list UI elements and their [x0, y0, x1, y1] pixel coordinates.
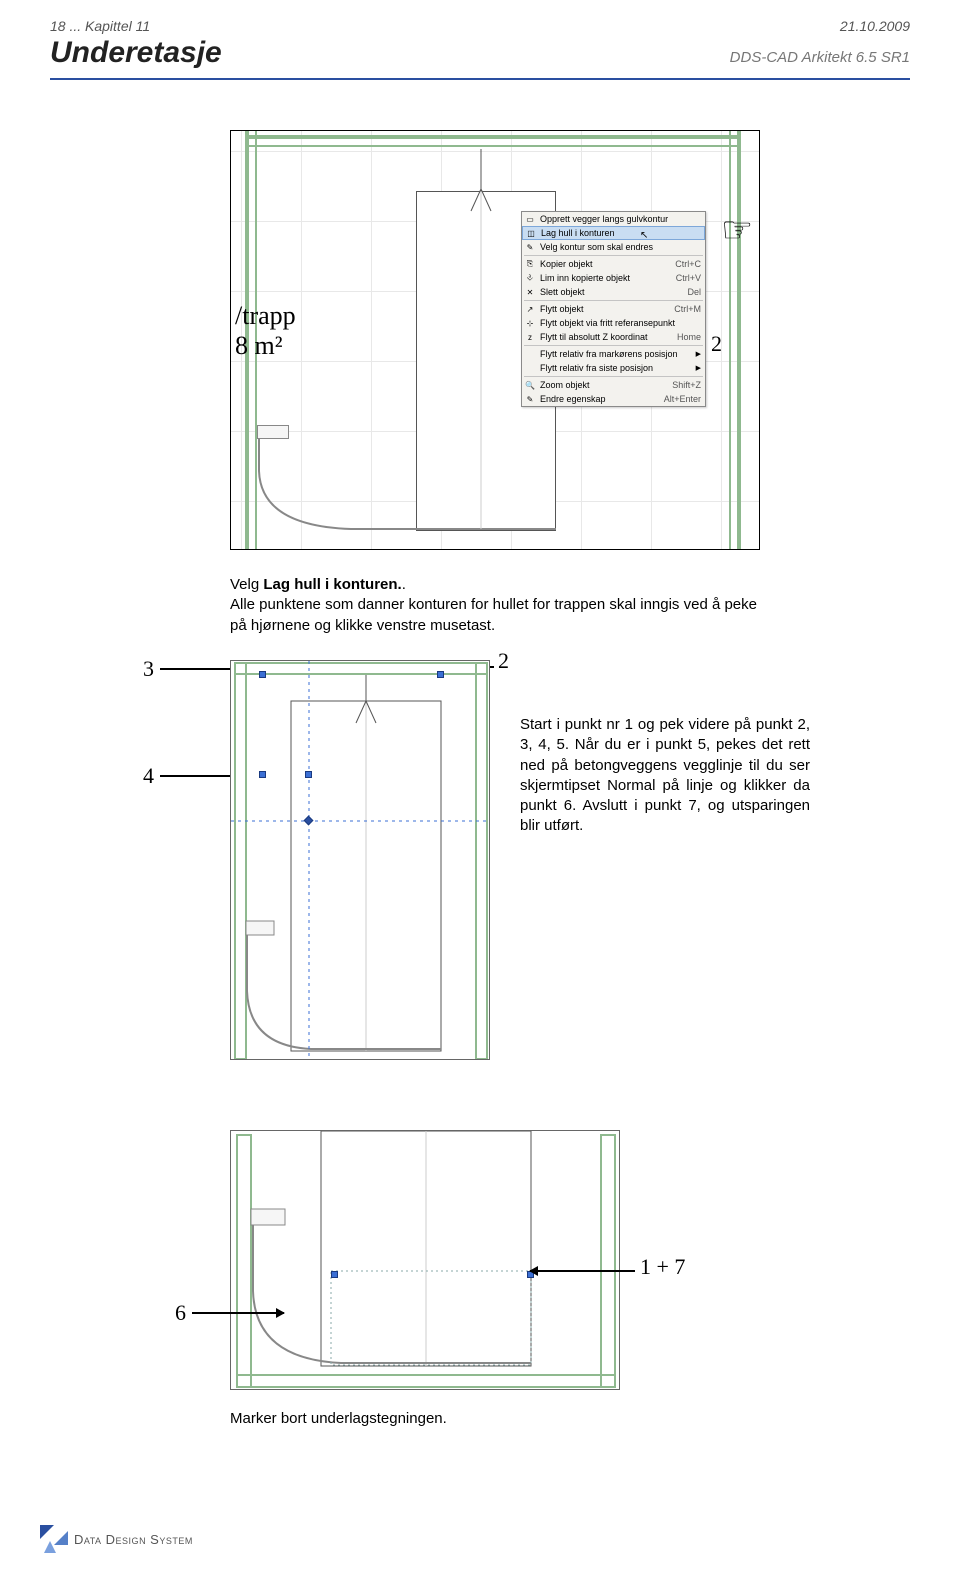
- label-3: 3: [143, 656, 154, 682]
- page-header: 18 ... Kapittel 11 21.10.2009 Underetasj…: [0, 0, 960, 74]
- fig1-num-2: 2: [711, 331, 722, 357]
- product-name: DDS-CAD Arkitekt 6.5 SR1: [730, 49, 910, 66]
- paragraph-1: Velg Lag hull i konturen.. Alle punktene…: [230, 575, 760, 636]
- menu-item-label: Kopier objekt: [540, 259, 593, 269]
- menu-item-label: Opprett vegger langs gulvkontur: [540, 214, 668, 224]
- menu-item[interactable]: Flytt relativ fra markørens posisjon ▶: [522, 347, 705, 361]
- menu-separator: [524, 300, 703, 301]
- fig3-dot-1: [331, 1271, 338, 1278]
- menu-item[interactable]: ▭ Opprett vegger langs gulvkontur: [522, 212, 705, 226]
- menu-item-shortcut: Alt+Enter: [664, 394, 701, 404]
- menu-separator: [524, 376, 703, 377]
- point-2-dot: [437, 671, 444, 678]
- pointer-hand-icon: ☞: [721, 209, 753, 251]
- page-ref: 18 ... Kapittel 11: [50, 18, 150, 34]
- menu-item-icon: ✎: [524, 241, 536, 253]
- menu-item-icon: ✕: [524, 286, 536, 298]
- menu-item-icon: ⊹: [524, 317, 536, 329]
- menu-item-shortcut: Home: [677, 332, 701, 342]
- context-menu[interactable]: ▭ Opprett vegger langs gulvkontur◫ Lag hul…: [521, 211, 706, 407]
- menu-item-label: Lim inn kopierte objekt: [540, 273, 630, 283]
- label-6: 6: [175, 1300, 186, 1326]
- point-5-dot: [305, 771, 312, 778]
- menu-item-icon: z: [524, 331, 536, 343]
- menu-item-icon: ▭: [524, 213, 536, 225]
- point-3-dot: [259, 671, 266, 678]
- para1-a: Velg: [230, 576, 263, 593]
- menu-item-label: Flytt objekt via fritt referansepunkt: [540, 318, 675, 328]
- submenu-arrow-icon: ▶: [696, 364, 701, 372]
- menu-item-icon: ⎀: [524, 272, 536, 284]
- menu-item-icon: [524, 348, 536, 360]
- menu-item[interactable]: ✎ Endre egenskap Alt+Enter: [522, 392, 705, 406]
- menu-item-shortcut: Shift+Z: [672, 380, 701, 390]
- label-2: 2: [498, 648, 509, 674]
- logo-text: Data Design System: [74, 1532, 193, 1547]
- menu-item[interactable]: Flytt relativ fra siste posisjon ▶: [522, 361, 705, 375]
- submenu-arrow-icon: ▶: [696, 350, 701, 358]
- chapter-title: Underetasje: [50, 36, 222, 70]
- menu-item-shortcut: Ctrl+C: [675, 259, 701, 269]
- fig3-drawing: [231, 1131, 620, 1390]
- para1-rest: Alle punktene som danner konturen for hu…: [230, 596, 757, 633]
- menu-item-label: Slett objekt: [540, 287, 585, 297]
- figure-1: /trapp 8 m² ▭ Opprett vegger langs gulvko…: [230, 130, 760, 550]
- arrow-1-7: [530, 1270, 635, 1272]
- fig2-text: Start i punkt nr 1 og pek videre på punk…: [520, 715, 810, 837]
- menu-item-icon: ◫: [525, 227, 537, 239]
- menu-item-label: Flytt til absolutt Z koordinat: [540, 332, 648, 342]
- menu-item-label: Lag hull i konturen: [541, 228, 615, 238]
- menu-separator: [524, 345, 703, 346]
- menu-item-label: Zoom objekt: [540, 380, 590, 390]
- figure-2: [230, 660, 490, 1060]
- menu-item[interactable]: ⎀ Lim inn kopierte objekt Ctrl+V: [522, 271, 705, 285]
- menu-item[interactable]: ✕ Slett objekt Del: [522, 285, 705, 299]
- menu-item-icon: ✎: [524, 393, 536, 405]
- menu-separator: [524, 255, 703, 256]
- header-rule: [50, 78, 910, 80]
- page-date: 21.10.2009: [840, 18, 910, 34]
- menu-item-icon: [524, 362, 536, 374]
- menu-item[interactable]: z Flytt til absolutt Z koordinat Home: [522, 330, 705, 344]
- menu-item[interactable]: ↗ Flytt objekt Ctrl+M: [522, 302, 705, 316]
- point-4-dot: [259, 771, 266, 778]
- trapp-area: 8 m²: [235, 331, 283, 361]
- menu-item[interactable]: ⎘ Kopier objekt Ctrl+C: [522, 257, 705, 271]
- menu-item-label: Flytt relativ fra markørens posisjon: [540, 349, 678, 359]
- menu-item-label: Flytt objekt: [540, 304, 584, 314]
- menu-item-icon: ↗: [524, 303, 536, 315]
- label-1-7: 1 + 7: [640, 1254, 685, 1280]
- arrow-6: [192, 1312, 284, 1314]
- menu-item-label: Endre egenskap: [540, 394, 606, 404]
- menu-item-shortcut: Ctrl+M: [674, 304, 701, 314]
- footer-logo: Data Design System: [40, 1525, 193, 1553]
- menu-item-shortcut: Del: [687, 287, 701, 297]
- fig3-caption: Marker bort underlagstegningen.: [230, 1410, 447, 1427]
- menu-item[interactable]: ✎ Velg kontur som skal endres: [522, 240, 705, 254]
- menu-item-icon: ⎘: [524, 258, 536, 270]
- label-4: 4: [143, 763, 154, 789]
- menu-item-label: Flytt relativ fra siste posisjon: [540, 363, 653, 373]
- menu-item[interactable]: ◫ Lag hull i konturen: [522, 226, 705, 240]
- para1-b: Lag hull i konturen.: [263, 576, 401, 593]
- cursor-icon: ↖: [640, 230, 648, 241]
- menu-item[interactable]: 🔍 Zoom objekt Shift+Z: [522, 378, 705, 392]
- logo-icon: [40, 1525, 68, 1553]
- figure-3: [230, 1130, 620, 1390]
- para1-c: .: [402, 576, 406, 593]
- menu-item[interactable]: ⊹ Flytt objekt via fritt referansepunkt: [522, 316, 705, 330]
- menu-item-label: Velg kontur som skal endres: [540, 242, 653, 252]
- menu-item-icon: 🔍: [524, 379, 536, 391]
- menu-item-shortcut: Ctrl+V: [676, 273, 701, 283]
- fig2-drawing: [231, 661, 490, 1060]
- trapp-label: /trapp: [235, 301, 296, 331]
